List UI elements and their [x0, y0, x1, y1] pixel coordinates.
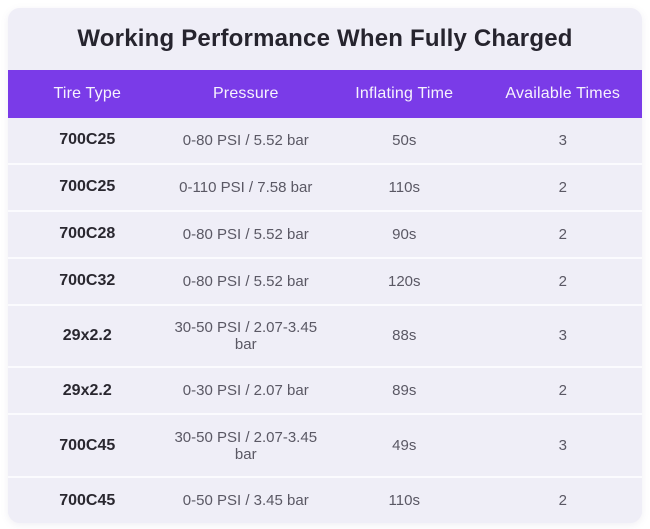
cell-pressure: 0-50 PSI / 3.45 bar: [182, 492, 309, 510]
cell-inflating-time: 110s: [388, 178, 420, 196]
cell-tire-type: 700C25: [59, 131, 116, 149]
cell-tire-type: 700C25: [59, 178, 116, 196]
cell-available-times: 2: [558, 382, 567, 400]
cell-pressure: 0-30 PSI / 2.07 bar: [182, 382, 309, 400]
cell-tire-type: 700C28: [59, 225, 116, 243]
cell-pressure: 0-110 PSI / 7.58 bar: [179, 178, 313, 196]
cell-inflating-time: 110s: [388, 492, 420, 510]
table-row: 700C25 0-110 PSI / 7.58 bar 110s 2: [8, 164, 642, 212]
column-header-available-times: Available Times: [505, 85, 621, 102]
table-header-row: Tire Type Pressure Inflating Time Availa…: [8, 70, 642, 118]
cell-tire-type: 700C32: [59, 272, 116, 290]
cell-pressure: 30-50 PSI / 2.07-3.45 bar: [174, 318, 318, 353]
cell-available-times: 2: [558, 225, 567, 243]
cell-available-times: 3: [558, 327, 567, 345]
table-row: 29x2.2 30-50 PSI / 2.07-3.45 bar 88s 3: [8, 305, 642, 369]
column-header-inflating-time: Inflating Time: [355, 85, 454, 102]
performance-table-card: Working Performance When Fully Charged T…: [8, 8, 642, 523]
cell-pressure: 30-50 PSI / 2.07-3.45 bar: [174, 428, 318, 463]
cell-available-times: 2: [558, 178, 567, 196]
table-title: Working Performance When Fully Charged: [77, 25, 573, 52]
cell-pressure: 0-80 PSI / 5.52 bar: [182, 225, 309, 243]
cell-inflating-time: 89s: [392, 382, 417, 400]
table-row: 700C28 0-80 PSI / 5.52 bar 90s 2: [8, 211, 642, 259]
table-row: 29x2.2 0-30 PSI / 2.07 bar 89s 2: [8, 368, 642, 416]
cell-available-times: 3: [558, 437, 567, 455]
cell-available-times: 2: [558, 272, 567, 290]
table-body: 700C25 0-80 PSI / 5.52 bar 50s 3 700C25 0-110…: [8, 118, 642, 523]
column-header-pressure: Pressure: [212, 85, 279, 102]
table-title-bar: Working Performance When Fully Charged: [8, 8, 642, 70]
cell-inflating-time: 88s: [392, 327, 417, 345]
cell-available-times: 3: [558, 131, 567, 149]
column-header-tire-type: Tire Type: [53, 85, 122, 102]
cell-inflating-time: 90s: [392, 225, 417, 243]
table-row: 700C25 0-80 PSI / 5.52 bar 50s 3: [8, 118, 642, 165]
cell-pressure: 0-80 PSI / 5.52 bar: [182, 272, 309, 290]
cell-inflating-time: 49s: [392, 437, 417, 455]
table-row: 700C45 0-50 PSI / 3.45 bar 110s 2: [8, 478, 642, 523]
cell-tire-type: 29x2.2: [62, 326, 112, 344]
cell-tire-type: 700C45: [59, 491, 116, 509]
cell-tire-type: 29x2.2: [62, 381, 112, 399]
table-row: 700C45 30-50 PSI / 2.07-3.45 bar 49s 3: [8, 415, 642, 479]
cell-pressure: 0-80 PSI / 5.52 bar: [182, 131, 309, 149]
table-row: 700C32 0-80 PSI / 5.52 bar 120s 2: [8, 258, 642, 306]
cell-inflating-time: 50s: [392, 131, 417, 149]
cell-inflating-time: 120s: [387, 272, 421, 290]
cell-tire-type: 700C45: [59, 436, 116, 454]
cell-available-times: 2: [558, 492, 567, 510]
